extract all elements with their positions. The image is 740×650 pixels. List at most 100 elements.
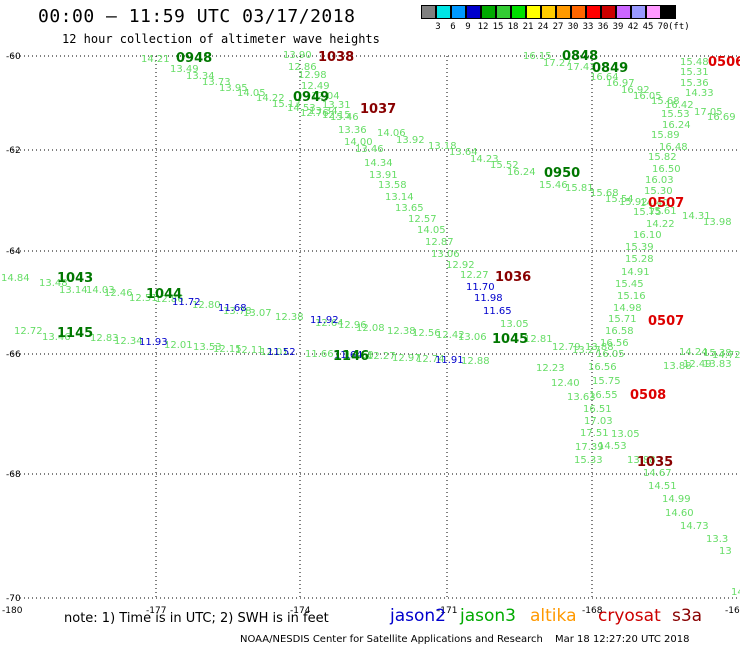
color-scale-label: 24 — [537, 22, 549, 32]
wave-height-value: 13.05 — [611, 429, 640, 440]
wave-height-value: 13.83 — [703, 359, 732, 370]
wave-height-value: 13.48 — [39, 278, 68, 289]
wave-height-value: 12.34 — [114, 336, 143, 347]
pass-time-label: 0849 — [592, 61, 628, 76]
wave-height-value: 15.13 — [272, 99, 301, 110]
wave-height-value: 14.24 — [679, 347, 708, 358]
color-scale-swatch — [631, 5, 646, 19]
wave-height-value: 14.06 — [377, 128, 406, 139]
wave-height-value: 12.01 — [164, 340, 193, 351]
lon-label: -168 — [582, 606, 603, 616]
wave-height-value: 14.84 — [1, 273, 30, 284]
pass-time-label: 0506 — [708, 55, 740, 70]
wave-height-value: 13.64 — [449, 147, 478, 158]
graticule — [12, 55, 740, 600]
lon-label: -177 — [146, 606, 166, 616]
wave-height-value: 12.80 — [192, 300, 221, 311]
wave-height-value: 16.69 — [707, 112, 736, 123]
lat-label: -70 — [6, 594, 21, 604]
pass-time-label: 1035 — [637, 455, 673, 470]
wave-height-value: 14.33 — [685, 88, 714, 99]
color-scale-swatch — [601, 5, 616, 19]
wave-height-value: 16.42 — [665, 100, 694, 111]
color-scale-label: 15 — [492, 22, 504, 32]
wave-height-value: 16.10 — [633, 230, 662, 241]
wave-height-value: 12.81 — [524, 334, 553, 345]
wave-height-value: 14.60 — [665, 508, 694, 519]
color-scale-label: 42 — [627, 22, 639, 32]
wave-height-value: 13.49 — [170, 64, 199, 75]
wave-height-value: 12.68 — [345, 350, 374, 361]
wave-height-value: 13.31 — [322, 100, 351, 111]
pass-time-label: 1146 — [333, 349, 369, 364]
color-scale-label: 39 — [612, 22, 624, 32]
wave-height-value: 15.30 — [644, 186, 673, 197]
wave-height-value: 14.40 — [640, 198, 669, 209]
wave-height-value: 13.88 — [585, 342, 614, 353]
pass-time-label: 1038 — [318, 50, 354, 65]
pass-time-label: 0949 — [293, 90, 329, 105]
color-scale-swatch — [541, 5, 556, 19]
color-scale-label: 9 — [465, 22, 471, 32]
wave-height-value: 15.68 — [590, 188, 619, 199]
wave-height-value: 15.75 — [592, 376, 621, 387]
wave-height-value: 15.71 — [608, 314, 637, 325]
wave-height-value: 15.45 — [615, 279, 644, 290]
legend-jason3: jason3 — [460, 606, 516, 626]
legend-s3a: s3a — [672, 606, 703, 626]
pass-time-label: 1037 — [360, 102, 396, 117]
wave-height-value: 11.64 — [334, 350, 363, 361]
wave-height-value: 12.08 — [356, 323, 385, 334]
lon-label: -171 — [437, 606, 457, 616]
wave-height-value: 14.23 — [470, 154, 499, 165]
wave-height-value: 14.53 — [598, 441, 627, 452]
wave-height-value: 16.15 — [523, 51, 552, 62]
pass-time-label: 0507 — [648, 196, 684, 211]
color-scale-label: 21 — [522, 22, 534, 32]
wave-height-value: 13.98 — [703, 217, 732, 228]
lat-label: -68 — [6, 470, 21, 480]
wave-height-value: 12.97 — [392, 353, 421, 364]
wave-height-value: 14.98 — [613, 303, 642, 314]
pass-time-label: 0948 — [176, 51, 212, 66]
wave-height-value: 13.14 — [385, 192, 414, 203]
wave-height-value: 13.46 — [355, 144, 384, 155]
wave-height-values: 14.2113.4913.3413.7313.9514.0514.2215.13… — [1, 50, 740, 598]
lon-label: -16 — [725, 606, 740, 616]
lon-label: -174 — [290, 606, 311, 616]
color-scale-label: (ft) — [668, 22, 690, 32]
wave-height-value: 15.81 — [565, 183, 594, 194]
color-scale-label: 12 — [477, 22, 489, 32]
wave-height-value: 15.48 — [680, 57, 709, 68]
color-scale-swatch — [616, 5, 631, 19]
color-scale-swatch — [586, 5, 601, 19]
wave-height-value: 12.27 — [460, 270, 489, 281]
wave-height-value: 17.51 — [580, 428, 609, 439]
wave-height-value: 11.91 — [435, 355, 464, 366]
pass-time-label: 0507 — [648, 314, 684, 329]
wave-height-value: 15.75 — [633, 207, 662, 218]
page-title: 00:00 – 11:59 UTC 03/17/2018 — [38, 6, 356, 27]
wave-height-value: 13.53 — [193, 342, 222, 353]
legend-altika: altika — [530, 606, 577, 626]
legend-cryosat: cryosat — [598, 606, 661, 626]
wave-height-value: 16.05 — [596, 349, 625, 360]
wave-height-value: 15.92 — [619, 197, 648, 208]
wave-height-value: 13.34 — [186, 71, 215, 82]
wave-height-value: 14.51 — [648, 481, 677, 492]
pass-time-label: 1145 — [57, 326, 93, 341]
wave-height-value: 15.39 — [625, 242, 654, 253]
wave-height-value: 13.18 — [428, 141, 457, 152]
color-scale-swatch — [556, 5, 571, 19]
wave-height-value: 12.49 — [301, 81, 330, 92]
wave-height-value: 14.00 — [344, 137, 373, 148]
wave-height-value: 16.92 — [621, 85, 650, 96]
wave-height-value: 13.90 — [283, 50, 312, 61]
lat-label: -66 — [6, 350, 21, 360]
wave-height-value: 13.63 — [567, 392, 596, 403]
wave-height-value: 17.27 — [543, 58, 572, 69]
lat-labels: -60 -62 -64 -66 -68 -70 — [6, 52, 21, 604]
wave-height-value: 16.50 — [652, 164, 681, 175]
wave-height-value: 13.88 — [627, 455, 656, 466]
wave-height-value: 16.55 — [589, 390, 618, 401]
